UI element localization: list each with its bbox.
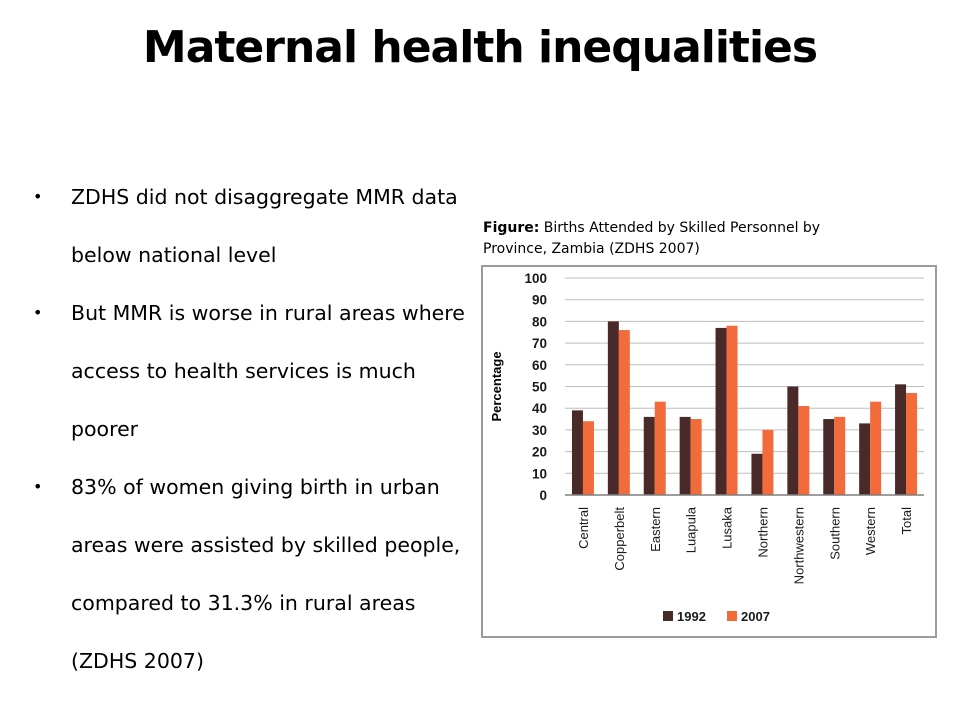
y-tick-label: 40: [532, 401, 547, 416]
y-tick-label: 80: [532, 314, 547, 329]
bar-1992-western: [859, 423, 871, 495]
legend-swatch: [727, 611, 737, 621]
bullet-item: • ZDHS did not disaggregate MMR data belo…: [33, 168, 478, 284]
x-category-label: Northwestern: [791, 507, 806, 584]
y-tick-label: 0: [539, 488, 547, 503]
bar-2007-northwestern: [798, 406, 810, 495]
bar-2007-eastern: [654, 401, 666, 495]
bullet-dot-icon: •: [33, 187, 43, 206]
y-tick-label: 70: [532, 336, 547, 351]
bar-1992-total: [895, 384, 907, 495]
x-category-label: Southern: [827, 507, 842, 560]
bullet-dot-icon: •: [33, 477, 43, 496]
legend-label: 2007: [741, 609, 770, 624]
bar-1992-central: [571, 410, 583, 495]
bar-2007-southern: [834, 416, 846, 495]
bullet-dot-icon: •: [33, 303, 43, 322]
figure-caption: Figure: Births Attended by Skilled Perso…: [483, 218, 863, 260]
bullet-text: ZDHS did not disaggregate MMR data below…: [71, 185, 458, 267]
y-axis-label: Percentage: [489, 351, 504, 421]
x-category-label: Western: [863, 507, 878, 555]
x-category-label: Luapula: [684, 506, 699, 553]
bar-1992-eastern: [643, 416, 655, 495]
bar-chart: 0 10 20 30 40 50 60 70 80 90 100 Percentage Centra…: [489, 271, 924, 624]
legend-swatch: [663, 611, 673, 621]
bar-2007-copperbelt: [618, 330, 630, 495]
slide-title: Maternal health inequalities: [142, 22, 818, 73]
bullet-item: • 83% of women giving birth in urban area…: [33, 458, 478, 690]
bar-1992-southern: [823, 419, 835, 495]
x-category-label: Northern: [755, 507, 770, 558]
bar-2007-western: [870, 401, 882, 495]
bar-2007-luapula: [690, 419, 702, 495]
x-category-label: Eastern: [648, 507, 663, 552]
y-tick-label: 50: [532, 380, 547, 395]
bar-2007-northern: [762, 429, 774, 495]
y-tick-label: 90: [532, 293, 547, 308]
bar-1992-northwestern: [787, 386, 799, 495]
legend-label: 1992: [677, 609, 706, 624]
chart-bars: [571, 321, 918, 495]
bar-1992-copperbelt: [607, 321, 619, 495]
caption-label: Figure:: [483, 220, 540, 236]
x-category-label: Copperbelt: [612, 507, 627, 571]
y-tick-label: 100: [524, 271, 547, 286]
bullet-text: But MMR is worse in rural areas where ac…: [71, 301, 465, 441]
chart-legend: 1992 2007: [663, 609, 770, 624]
x-category-label: Total: [899, 507, 914, 535]
chart-frame: 0 10 20 30 40 50 60 70 80 90 100 Percentage Centra…: [481, 265, 937, 638]
y-tick-label: 10: [532, 466, 547, 481]
y-tick-label: 20: [532, 445, 547, 460]
bullet-list: • ZDHS did not disaggregate MMR data belo…: [33, 168, 478, 690]
y-axis-ticks: 0 10 20 30 40 50 60 70 80 90 100: [524, 271, 547, 503]
x-axis-categories: Central Copperbelt Eastern Luapula Lusaka Nor…: [576, 506, 914, 584]
bar-1992-northern: [751, 453, 763, 495]
x-category-label: Central: [576, 507, 591, 549]
y-tick-label: 60: [532, 358, 547, 373]
x-category-label: Lusaka: [720, 506, 735, 549]
bullet-text: 83% of women giving birth in urban areas…: [71, 475, 461, 673]
bar-2007-total: [906, 393, 918, 495]
bar-1992-lusaka: [715, 327, 727, 495]
bar-1992-luapula: [679, 416, 691, 495]
y-tick-label: 30: [532, 423, 547, 438]
bar-2007-central: [582, 421, 594, 495]
caption-text: Births Attended by Skilled Personnel by …: [483, 220, 821, 257]
bullet-item: • But MMR is worse in rural areas where a…: [33, 284, 478, 458]
bar-2007-lusaka: [726, 325, 738, 495]
